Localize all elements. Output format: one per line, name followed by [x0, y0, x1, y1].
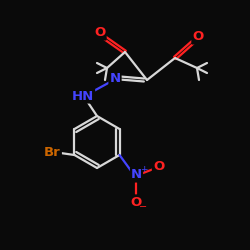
Text: N: N: [110, 72, 120, 85]
Text: +: +: [140, 164, 147, 173]
Text: O: O: [130, 196, 141, 208]
Text: N: N: [131, 168, 142, 181]
Text: O: O: [153, 160, 164, 172]
Text: HN: HN: [72, 90, 94, 102]
Text: O: O: [192, 30, 203, 44]
Text: O: O: [94, 26, 106, 40]
Text: Br: Br: [44, 146, 61, 160]
Text: −: −: [140, 202, 147, 212]
